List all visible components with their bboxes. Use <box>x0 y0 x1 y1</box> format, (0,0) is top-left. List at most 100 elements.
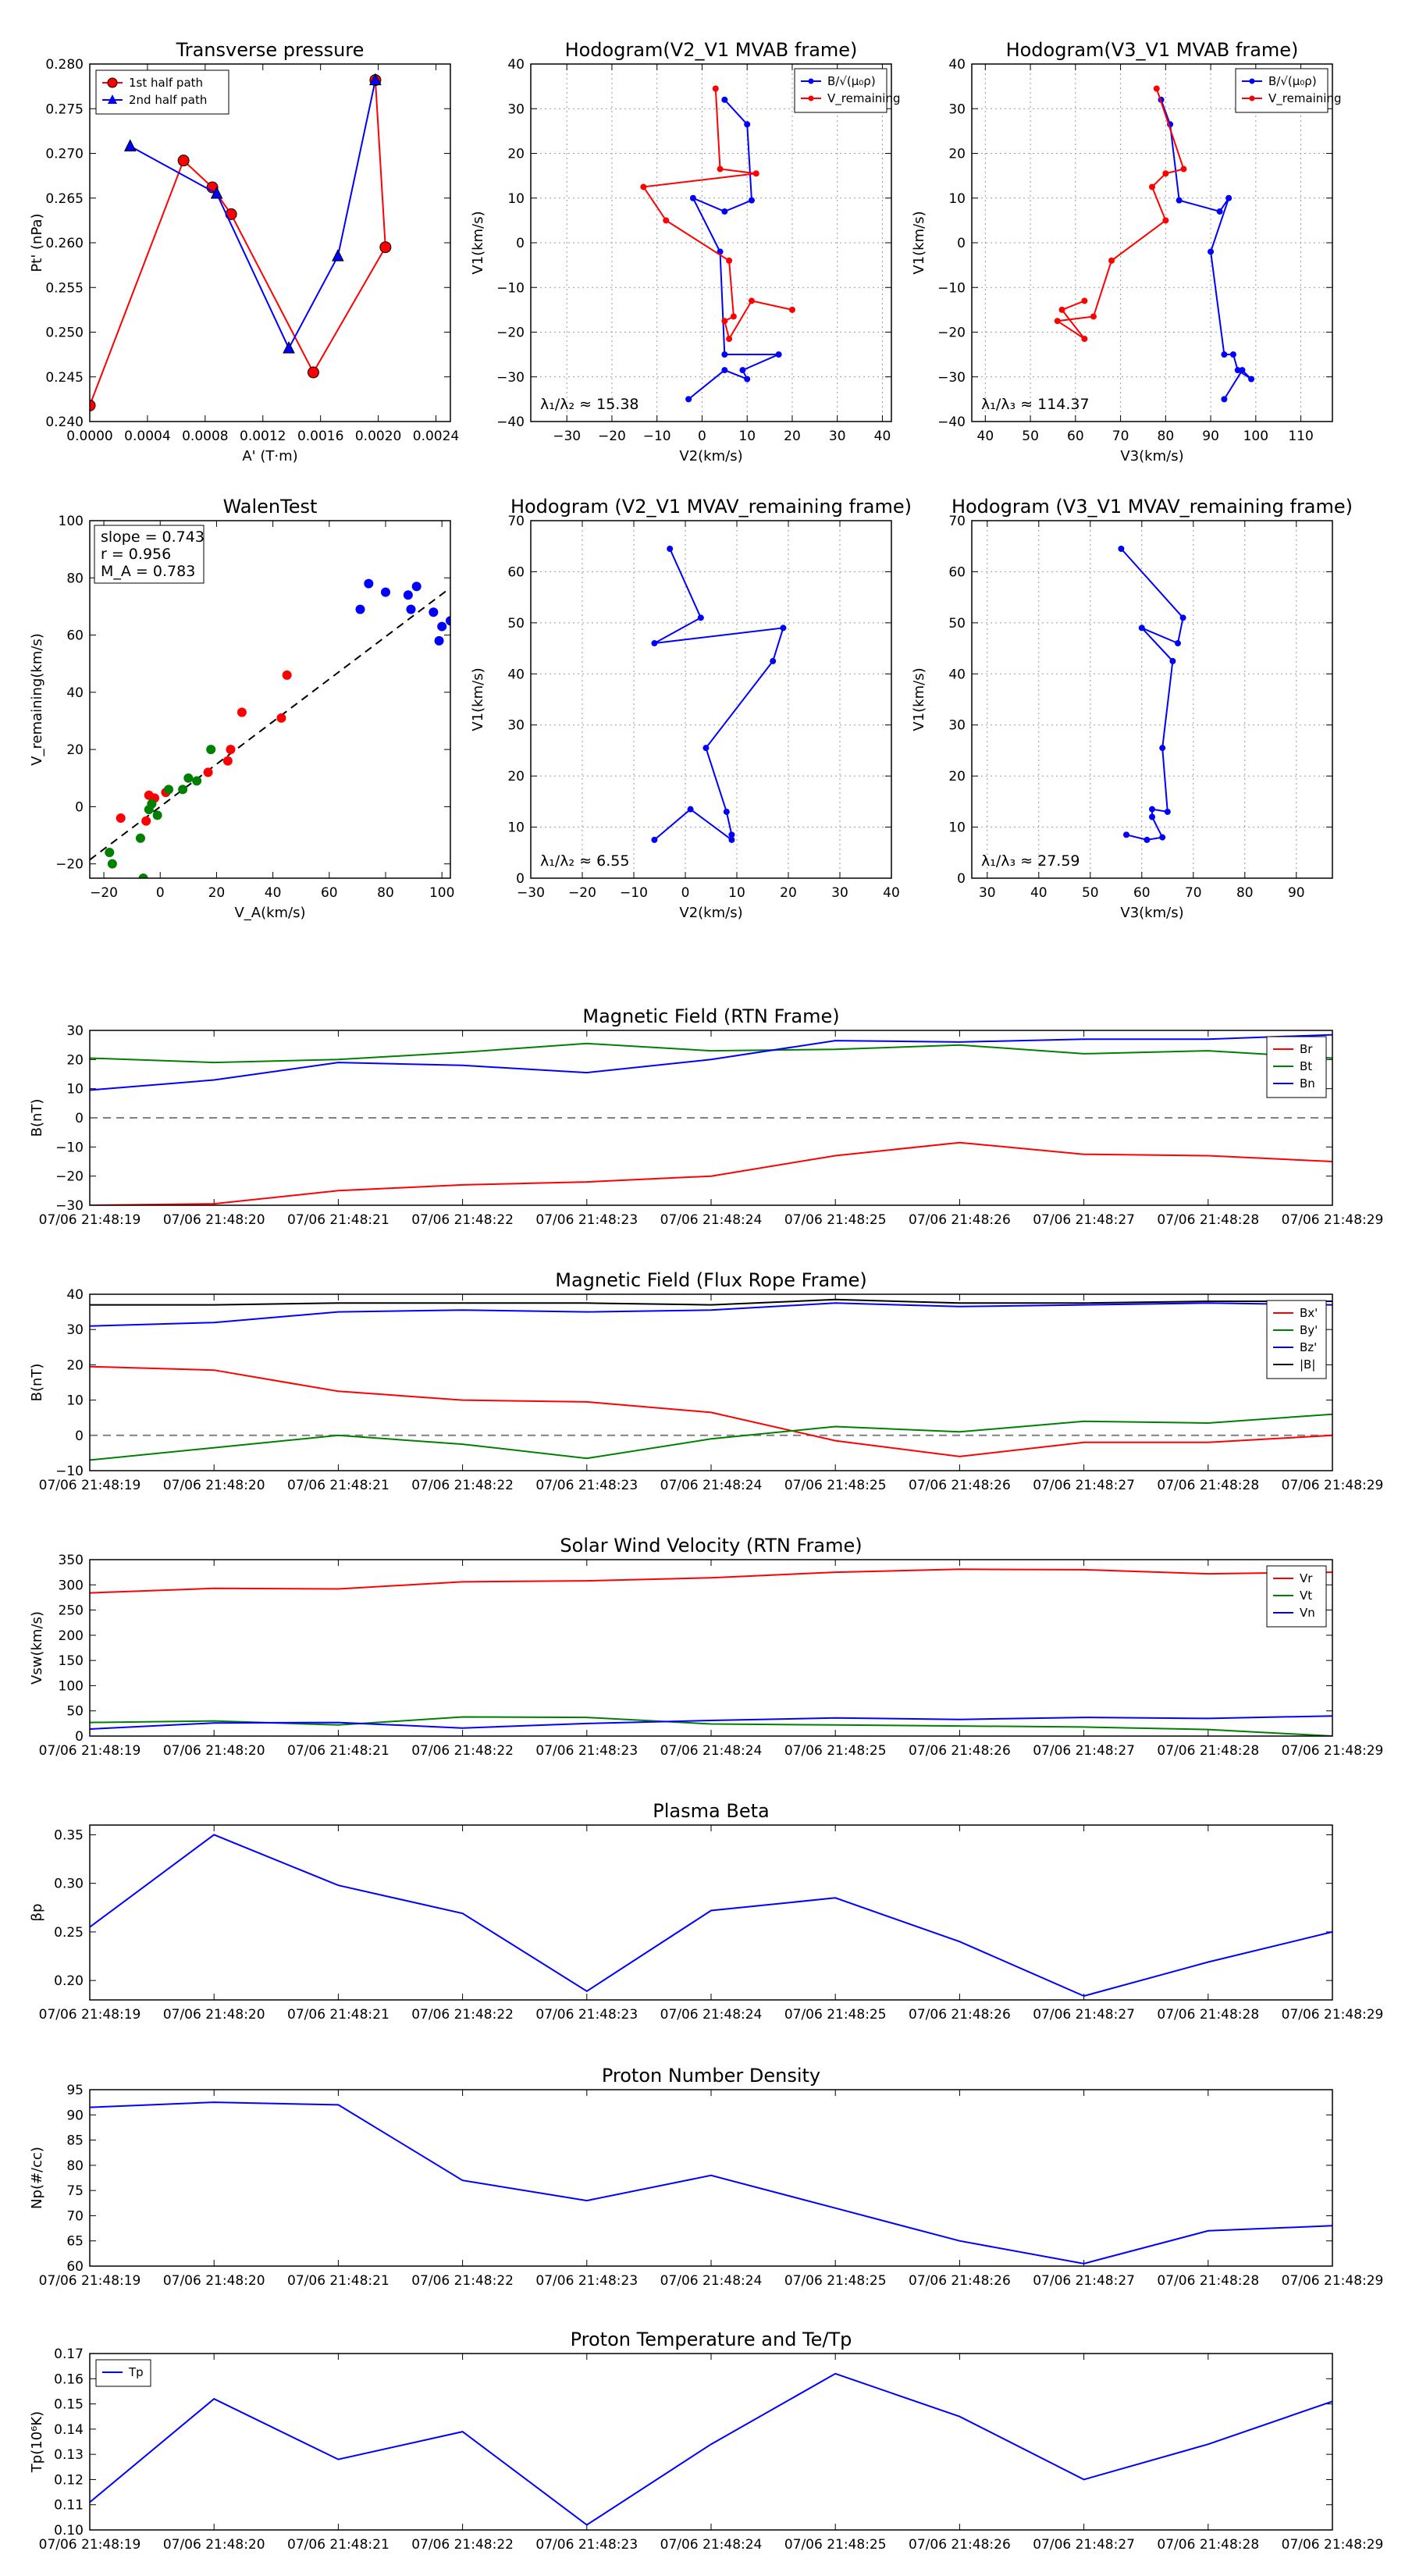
data-marker-triangle <box>210 186 223 199</box>
x-tick-label: 07/06 21:48:22 <box>411 2537 514 2553</box>
x-tick-label: 0.0004 <box>124 429 170 444</box>
y-tick-label: −20 <box>55 857 84 873</box>
chart-vel: 07/06 21:48:19 07/06 21:48:20 07/06 21:48:… <box>29 1535 1383 1759</box>
legend-marker <box>808 78 814 84</box>
data-point <box>1248 375 1255 382</box>
fit-line <box>90 587 450 861</box>
axes-frame <box>89 2353 1333 2531</box>
data-point <box>1058 306 1065 313</box>
legend-box <box>794 68 887 113</box>
series-line-V <box>1120 548 1184 841</box>
x-tick-label: 40 <box>874 429 891 444</box>
data-point <box>685 396 692 403</box>
series-line-Vn <box>90 1715 1332 1730</box>
data-point <box>1138 624 1145 632</box>
axes-frame <box>89 1824 1333 2001</box>
data-point-green <box>135 833 145 843</box>
chart-title: Hodogram(V2_V1 MVAB frame) <box>565 39 858 61</box>
x-tick-label: 07/06 21:48:26 <box>909 1212 1011 1228</box>
data-point <box>748 197 755 204</box>
data-point <box>651 836 658 843</box>
y-tick-label: 0.240 <box>45 415 84 430</box>
data-point-red <box>282 670 292 680</box>
plot-area <box>90 2101 1332 2265</box>
y-tick-label: 0 <box>516 236 525 251</box>
stats-line: M_A = 0.783 <box>101 563 195 580</box>
x-tick-label: 07/06 21:48:28 <box>1157 1743 1259 1759</box>
chart-tp_temp: 07/06 21:48:19 07/06 21:48:20 07/06 21:48:… <box>29 2329 1383 2553</box>
data-point <box>1081 297 1088 304</box>
data-point <box>663 217 670 224</box>
x-tick-label: 80 <box>1236 885 1254 901</box>
x-tick-label: 07/06 21:48:26 <box>909 1743 1011 1759</box>
x-tick-label: 07/06 21:48:28 <box>1157 1478 1259 1493</box>
series-line-Vr <box>90 1568 1332 1594</box>
chart-tp: 0.0000 0.0004 0.0008 0.0012 0.0016 0.0020 0.00… <box>29 39 459 464</box>
data-point <box>1239 367 1246 374</box>
data-point <box>1144 836 1151 843</box>
chart-h31: 40 50 60 70 80 90 100 110 −40 −30 −20 −10 0 10 20 30 40 H… <box>911 39 1342 464</box>
y-tick-label: 10 <box>66 1393 84 1409</box>
x-tick-label: 07/06 21:48:21 <box>287 1478 389 1493</box>
y-tick-label: 50 <box>66 1704 84 1720</box>
chart-h21: −30 −20 −10 0 10 20 30 40 −40 −30 −20 −10 0 10 20 30 40 H… <box>470 39 901 464</box>
data-point-green <box>206 745 216 755</box>
y-tick-label: 90 <box>66 2108 84 2123</box>
y-tick-label: 0.16 <box>54 2371 84 2387</box>
y-tick-label: 20 <box>948 769 966 785</box>
x-tick-label: 07/06 21:48:22 <box>411 1478 514 1493</box>
x-tick-label: 07/06 21:48:28 <box>1157 2537 1259 2553</box>
data-point <box>697 614 704 621</box>
x-axis-label: V3(km/s) <box>1120 905 1183 921</box>
x-tick-label: 70 <box>1185 885 1202 901</box>
annotation-text: λ₁/λ₃ ≈ 27.59 <box>981 852 1080 870</box>
stats-line: r = 0.956 <box>101 546 171 563</box>
series-line-Br <box>90 1141 1332 1205</box>
y-tick-label: −20 <box>55 1169 84 1185</box>
legend-label: By' <box>1300 1323 1318 1337</box>
legend: Vr Vt Vn <box>1266 1565 1327 1628</box>
x-tick-label: 07/06 21:48:19 <box>39 1743 141 1759</box>
y-tick-label: 0 <box>75 799 84 815</box>
legend-label: |B| <box>1300 1357 1315 1372</box>
x-tick-label: 07/06 21:48:19 <box>39 1478 141 1493</box>
y-tick-label: −10 <box>937 280 966 296</box>
y-tick-label: −20 <box>937 326 966 341</box>
y-tick-label: 100 <box>59 1678 84 1694</box>
annotation-text: λ₁/λ₂ ≈ 6.55 <box>540 852 629 870</box>
y-tick-label: −10 <box>496 280 525 296</box>
x-tick-label: 07/06 21:48:23 <box>535 2273 638 2289</box>
data-point-red <box>141 816 151 826</box>
data-point <box>1179 614 1186 621</box>
legend-label: Tp <box>128 2365 144 2379</box>
data-point <box>1108 257 1115 264</box>
legend-marker <box>108 94 117 104</box>
legend: Tp <box>95 2359 151 2387</box>
y-axis-label: V1(km/s) <box>911 667 927 731</box>
data-point <box>744 375 751 382</box>
chart-title: Proton Temperature and Te/Tp <box>571 2329 852 2350</box>
data-marker-circle <box>90 399 96 411</box>
x-tick-label: 07/06 21:48:29 <box>1282 2537 1384 2553</box>
data-point <box>721 208 728 215</box>
y-tick-label: 10 <box>66 1082 84 1098</box>
chart-mag_rtn: 07/06 21:48:19 07/06 21:48:20 07/06 21:48:… <box>29 1005 1383 1228</box>
x-tick-label: 40 <box>265 885 282 901</box>
x-axis-label: V_A(km/s) <box>234 905 305 921</box>
x-tick-label: 07/06 21:48:22 <box>411 2007 514 2023</box>
y-tick-label: 20 <box>66 1357 84 1373</box>
x-tick-label: 07/06 21:48:20 <box>163 2537 265 2553</box>
y-tick-label: 0.11 <box>54 2498 84 2514</box>
x-tick-label: 07/06 21:48:27 <box>1033 1212 1135 1228</box>
data-point <box>1221 351 1228 358</box>
x-tick-label: 07/06 21:48:27 <box>1033 1743 1135 1759</box>
series-line-2nd half path <box>130 80 376 350</box>
data-point-green <box>152 810 162 820</box>
data-point <box>721 318 728 325</box>
legend: Br Bt Bn <box>1266 1036 1327 1098</box>
data-marker-circle <box>379 241 392 254</box>
x-tick-label: 07/06 21:48:20 <box>163 2273 265 2289</box>
y-tick-label: 75 <box>66 2183 84 2199</box>
x-tick-label: −10 <box>620 885 648 901</box>
data-point <box>721 351 728 358</box>
